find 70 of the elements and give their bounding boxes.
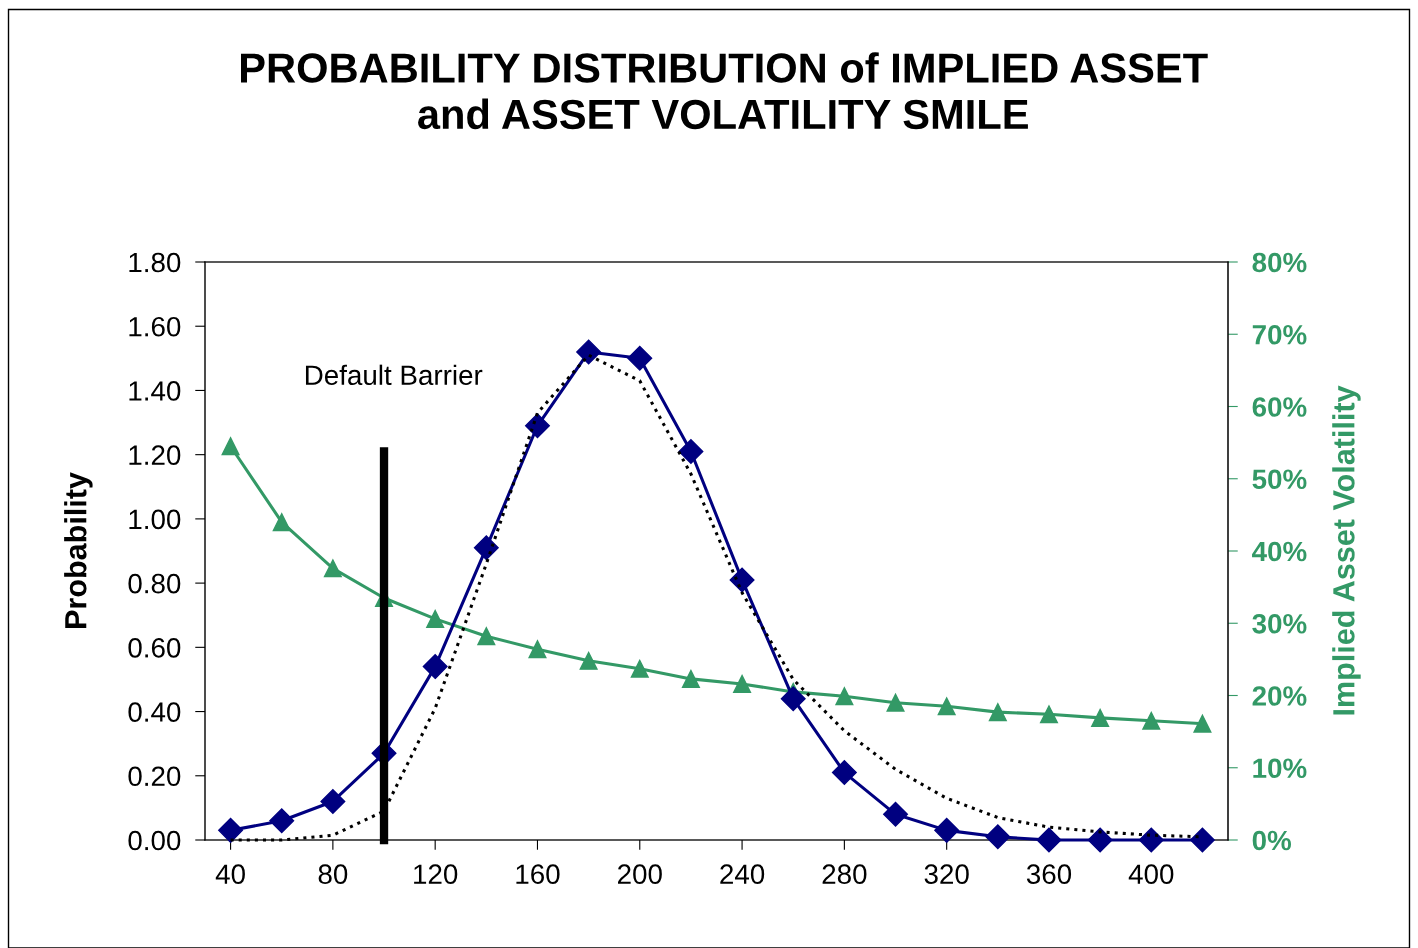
y-tick-label: 0.40 [128,702,181,722]
y-tick-label: 0.00 [128,830,181,851]
point [323,559,342,578]
x-tick-label: 360 [1026,864,1072,885]
point [681,669,700,688]
point [1091,708,1110,727]
point [733,674,752,693]
point [422,654,448,680]
point [985,824,1011,850]
point [678,438,704,464]
y2-tick-label: 20% [1252,686,1307,706]
x-tick-label: 200 [618,864,662,885]
y2-tick-label: 80% [1252,252,1307,273]
y2-tick-label: 70% [1252,324,1307,345]
point [426,609,445,628]
point [627,345,653,371]
point [630,659,649,678]
point [988,703,1007,722]
y2-tick-label: 60% [1252,397,1307,417]
x-tick-label: 80 [318,864,348,885]
y-axis-title: Probability [64,472,93,628]
y2-tick-label: 40% [1252,541,1307,562]
y2-tick-label: 0% [1252,830,1292,851]
y2-tick-label: 50% [1252,469,1307,490]
point [1193,714,1212,733]
point [886,693,905,712]
x-tick-label: 120 [414,864,458,885]
y-tick-label: 1.40 [129,381,181,401]
x-tick-label: 160 [516,864,560,885]
point [218,817,244,843]
point [579,651,598,670]
x-tick-label: 320 [924,864,969,885]
x-tick-label: 400 [1128,864,1174,885]
point [780,686,806,712]
y-tick-label: 1.60 [129,316,181,337]
point [883,801,909,827]
point [937,697,956,716]
y-tick-label: 0.60 [128,638,181,658]
annotation: Default Barrier [305,364,483,386]
point [272,513,291,532]
point [1087,827,1113,853]
x-tick-label: 280 [822,864,867,885]
point [221,437,240,456]
point [835,687,854,706]
point [729,567,755,593]
y-tick-label: 1.80 [129,252,181,273]
y-tick-label: 1.00 [129,509,181,530]
y2-tick-label: 10% [1253,758,1307,779]
point [477,627,496,646]
y-tick-label: 1.20 [129,445,181,466]
point [934,817,960,843]
y2-axis-title: Implied Asset Volatility [1332,385,1361,715]
point [1142,711,1161,730]
point [831,760,857,786]
point [1138,827,1164,853]
point [528,640,547,659]
y-tick-label: 0.20 [128,766,181,787]
point [320,788,346,814]
point [524,413,550,439]
point [1189,827,1215,853]
point [576,339,602,365]
point [269,808,295,834]
x-tick-label: 240 [720,864,765,885]
point [473,535,499,561]
chart-title: PROBABILITY DISTRIBUTION of IMPLIED ASSET and ASSET VOLATILITY SMILE [241,52,1208,130]
point [1036,827,1062,853]
point [1039,705,1059,724]
y2-tick-label: 30% [1252,613,1307,634]
y-tick-label: 0.80 [128,573,181,594]
x-tick-label: 40 [215,864,245,885]
